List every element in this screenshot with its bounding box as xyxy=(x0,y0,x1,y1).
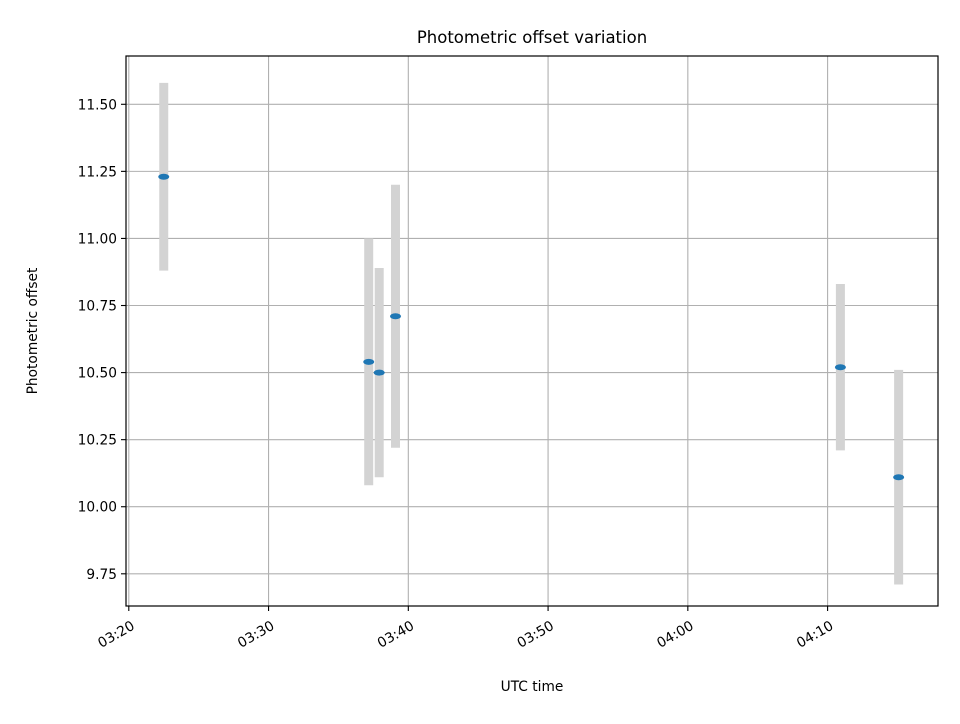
y-tick-label: 10.25 xyxy=(78,433,117,449)
data-points xyxy=(158,173,905,481)
plot-area-background xyxy=(126,56,938,606)
data-point xyxy=(158,173,170,180)
data-point xyxy=(373,369,385,376)
data-point xyxy=(390,313,402,320)
y-tick-label: 10.50 xyxy=(78,366,117,382)
y-tick-label: 11.50 xyxy=(78,97,117,113)
y-tick-label: 11.00 xyxy=(78,231,117,247)
y-tick-label: 10.75 xyxy=(78,299,117,315)
plot-frame xyxy=(125,55,939,607)
data-point xyxy=(893,474,905,481)
y-tick-label: 11.25 xyxy=(78,164,117,180)
y-axis-ticks: 9.75 10.00 10.25 10.50 10.75 11.00 11.25 11.50 xyxy=(78,97,126,583)
y-tick-label: 10.00 xyxy=(78,500,117,516)
grid-lines xyxy=(126,56,938,606)
chart-title: Photometric offset variation xyxy=(417,28,647,47)
data-point xyxy=(363,358,375,365)
y-axis-label: Photometric offset xyxy=(25,267,41,394)
x-axis-label: UTC time xyxy=(501,679,564,695)
y-tick-label: 9.75 xyxy=(86,567,117,583)
data-point xyxy=(834,364,846,371)
